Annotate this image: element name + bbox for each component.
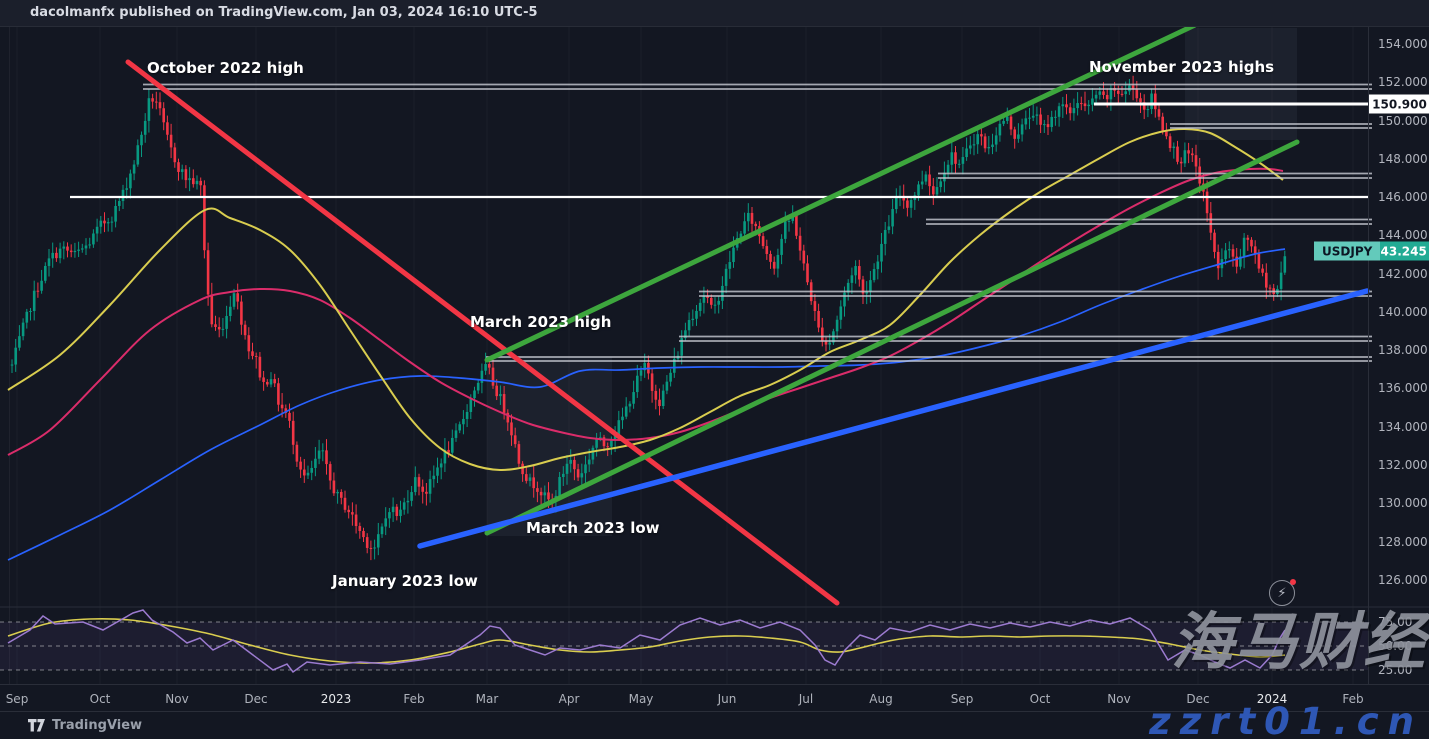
level-price-badge: 150.900 (1369, 94, 1429, 114)
ma-yellow-line (7, 127, 1284, 472)
time-axis-label: Jul (798, 691, 814, 706)
time-axis-label: 2024 (1256, 691, 1288, 706)
price-axis-label: 148.000 (1378, 152, 1428, 166)
price-axis-label: 128.000 (1378, 535, 1428, 549)
price-axis-label: 130.000 (1378, 496, 1428, 510)
gridlines (17, 26, 1353, 684)
trendlines[interactable] (125, 22, 1370, 606)
time-axis-label: Feb (1342, 691, 1364, 706)
price-axis-label: 146.000 (1378, 190, 1428, 204)
green-channel-upper (484, 22, 1198, 363)
price-axis-label: 132.000 (1378, 458, 1428, 472)
time-axis-label: Mar (475, 691, 499, 706)
time-axis-label: Sep (5, 691, 29, 706)
chart-annotation[interactable]: November 2023 highs (1089, 58, 1275, 76)
price-axis-label: 140.000 (1378, 305, 1428, 319)
tradingview-logo-icon[interactable] (28, 718, 45, 733)
ma-blue-line (7, 248, 1286, 561)
price-axis-label: 144.000 (1378, 228, 1428, 242)
lightning-glyph: ⚡ (1277, 585, 1287, 601)
price-axis-label: 150.000 (1378, 114, 1428, 128)
watermark-cn-text: 海马财经 (1170, 605, 1427, 678)
red-downtrend (125, 59, 840, 606)
rsi-axis-label: 50.00 (1378, 639, 1413, 653)
time-axis-label: Apr (558, 691, 580, 706)
time-axis-label: Jun (717, 691, 737, 706)
ma-pink-line (7, 167, 1284, 456)
highlight-boxes (487, 28, 1297, 536)
time-axis-label: Oct (1029, 691, 1051, 706)
chart-annotation[interactable]: October 2022 high (147, 59, 304, 77)
rsi-line (7, 609, 1286, 674)
price-axis-label: 138.000 (1378, 343, 1428, 357)
price-axis-label: 154.000 (1378, 37, 1428, 51)
green-channel-lower (484, 139, 1300, 536)
pane-left-border (9, 26, 10, 711)
time-axis-label: Feb (403, 691, 425, 706)
price-axis-label: 126.000 (1378, 573, 1428, 587)
time-axis[interactable]: Sep Oct Nov Dec 2023 Feb Mar Apr May Jun Jul Aug Sep… (0, 684, 1429, 712)
price-axis-label: 134.000 (1378, 420, 1428, 434)
time-axis-label: Dec (244, 691, 268, 706)
price-axis-label: 136.000 (1378, 381, 1428, 395)
chart-annotation[interactable]: January 2023 low (332, 572, 478, 590)
moving-averages (7, 127, 1286, 561)
time-axis-label: Sep (950, 691, 974, 706)
time-axis-label: 2023 (320, 691, 352, 706)
horizontal-levels[interactable] (70, 83, 1372, 362)
chart-annotation[interactable]: March 2023 high (470, 313, 612, 331)
time-axis-label: Oct (89, 691, 111, 706)
symbol-chip: USDJPY (1314, 241, 1381, 261)
time-axis-label: Dec (1186, 691, 1210, 706)
publish-info-text: dacolmanfx published on TradingView.com,… (30, 5, 538, 20)
chart-annotation[interactable]: March 2023 low (526, 519, 660, 537)
time-axis-label: May (628, 691, 654, 706)
price-axis-label: 142.000 (1378, 267, 1428, 281)
price-axis[interactable]: 154.000 152.000 150.000 148.000 146.000 144.0… (1368, 26, 1429, 684)
candles-layer (10, 75, 1287, 561)
price-axis-label: 152.000 (1378, 75, 1428, 89)
flash-icon[interactable]: ⚡ (1269, 579, 1296, 606)
rsi-ma-line (7, 617, 1286, 664)
rsi-axis-label: 75.00 (1378, 615, 1413, 629)
watermark-url-text: zzrt01.cn (1149, 700, 1423, 739)
footer-bar: TradingView (0, 711, 1429, 739)
notification-dot (1290, 579, 1296, 585)
publish-bar: dacolmanfx published on TradingView.com,… (0, 0, 1429, 27)
rsi-pane (0, 606, 1429, 674)
rsi-axis-label: 25.00 (1378, 663, 1413, 677)
time-axis-label: Aug (869, 691, 893, 706)
last-price-badge: 143.245 (1369, 241, 1429, 261)
blue-uptrend (417, 288, 1370, 549)
time-axis-label: Nov (165, 691, 189, 706)
time-axis-label: Nov (1107, 691, 1131, 706)
tradingview-brand-text[interactable]: TradingView (52, 718, 143, 733)
